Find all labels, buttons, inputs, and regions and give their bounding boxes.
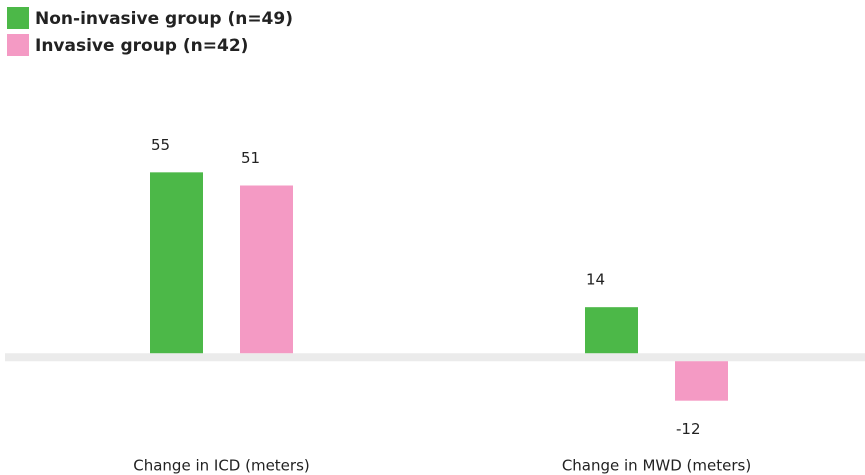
value-label: -12 xyxy=(676,420,701,438)
legend-label: Non-invasive group (n=49) xyxy=(35,9,293,29)
zero-line xyxy=(5,353,865,362)
bar xyxy=(585,307,638,354)
legend-swatch xyxy=(7,34,29,56)
legend-swatch xyxy=(7,7,29,29)
bar xyxy=(240,185,293,354)
bar xyxy=(675,361,728,401)
value-label: 51 xyxy=(241,149,260,167)
x-tick-label: Change in ICD (meters) xyxy=(133,457,310,475)
value-label: 55 xyxy=(151,136,170,154)
x-tick-label: Change in MWD (meters) xyxy=(562,457,751,475)
legend-label: Invasive group (n=42) xyxy=(35,36,248,56)
value-label: 14 xyxy=(586,271,605,289)
bar xyxy=(150,172,203,354)
